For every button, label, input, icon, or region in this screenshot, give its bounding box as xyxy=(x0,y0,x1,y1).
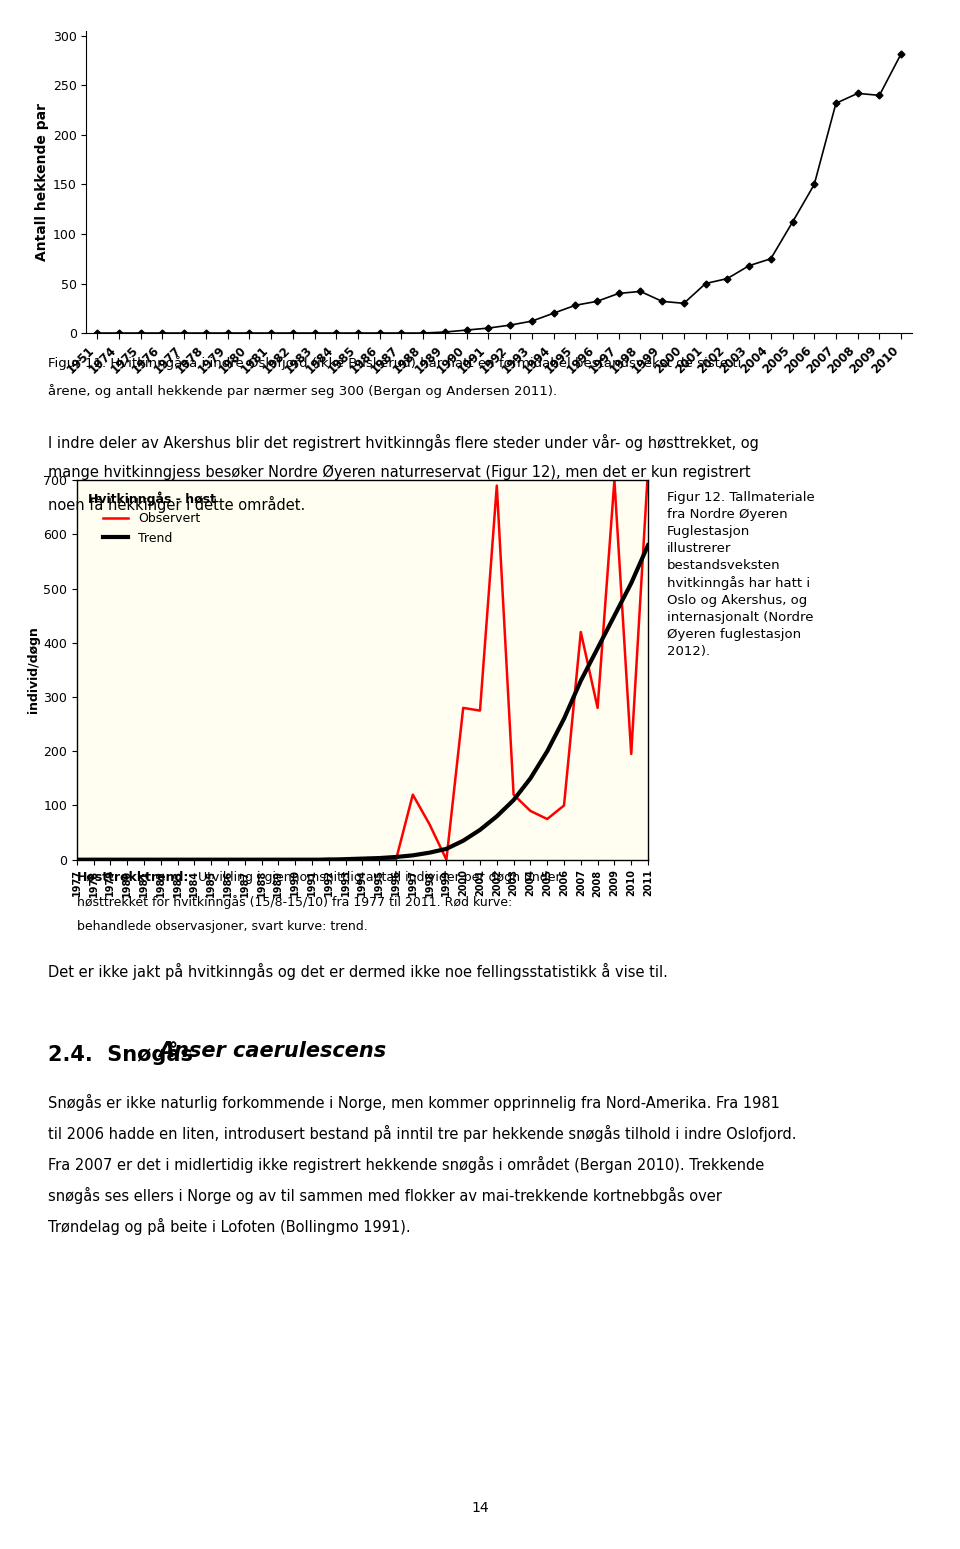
Observert xyxy=(407,785,419,804)
Line: Trend: Trend xyxy=(77,545,648,860)
Observert xyxy=(273,850,284,869)
Trend xyxy=(423,843,435,861)
Observert xyxy=(491,477,502,496)
Trend xyxy=(340,850,351,869)
Text: snøgås ses ellers i Norge og av til sammen med flokker av mai-trekkende kortnebb: snøgås ses ellers i Norge og av til samm… xyxy=(48,1187,722,1204)
Trend xyxy=(222,850,234,869)
Trend xyxy=(323,850,334,869)
Text: noen få hekkinger i dette området.: noen få hekkinger i dette området. xyxy=(48,496,305,513)
Observert xyxy=(87,850,99,869)
Trend xyxy=(541,742,553,761)
Observert xyxy=(340,850,351,869)
Observert xyxy=(423,815,435,833)
Trend xyxy=(255,850,267,869)
Observert xyxy=(591,699,603,717)
Trend xyxy=(625,575,636,593)
Trend xyxy=(289,850,300,869)
Trend xyxy=(71,850,83,869)
Observert xyxy=(71,850,83,869)
Observert xyxy=(559,796,570,815)
Observert xyxy=(121,850,132,869)
Text: Fra 2007 er det i midlertidig ikke registrert hekkende snøgås i området (Bergan : Fra 2007 er det i midlertidig ikke regis… xyxy=(48,1156,764,1173)
Observert xyxy=(508,785,519,804)
Trend xyxy=(189,850,201,869)
Trend xyxy=(508,790,519,809)
Text: Figur 12. Tallmateriale
fra Nordre Øyeren
Fuglestasjon
illustrerer
bestandsvekst: Figur 12. Tallmateriale fra Nordre Øyere… xyxy=(667,491,815,658)
Text: årene, og antall hekkende par nærmer seg 300 (Bergan og Andersen 2011).: årene, og antall hekkende par nærmer seg… xyxy=(48,384,557,398)
Observert xyxy=(357,850,369,869)
Trend xyxy=(591,638,603,657)
Observert xyxy=(457,699,468,717)
Text: Snøgås er ikke naturlig forkommende i Norge, men kommer opprinnelig fra Nord-Ame: Snøgås er ikke naturlig forkommende i No… xyxy=(48,1094,780,1111)
Trend xyxy=(273,850,284,869)
Trend xyxy=(474,821,486,840)
Trend xyxy=(121,850,132,869)
Observert xyxy=(441,850,452,869)
Trend xyxy=(87,850,99,869)
Observert xyxy=(474,702,486,720)
Trend xyxy=(172,850,183,869)
Legend: Observert, Trend: Observert, Trend xyxy=(84,486,221,550)
Trend xyxy=(491,807,502,826)
Trend xyxy=(138,850,150,869)
Observert xyxy=(189,850,201,869)
Observert xyxy=(155,850,166,869)
Text: Høsttrekktrend:: Høsttrekktrend: xyxy=(77,871,189,883)
Y-axis label: Antall hekkende par: Antall hekkende par xyxy=(35,102,49,262)
Observert xyxy=(222,850,234,869)
Observert xyxy=(642,460,654,479)
Observert xyxy=(105,850,116,869)
Observert xyxy=(525,802,537,821)
Observert xyxy=(255,850,267,869)
Trend xyxy=(609,606,620,624)
Trend xyxy=(390,847,401,866)
Observert xyxy=(306,850,318,869)
Observert xyxy=(541,810,553,829)
Observert xyxy=(625,745,636,764)
Text: behandlede observasjoner, svart kurve: trend.: behandlede observasjoner, svart kurve: t… xyxy=(77,920,368,932)
Observert xyxy=(239,850,251,869)
Text: I indre deler av Akershus blir det registrert hvitkinngås flere steder under vår: I indre deler av Akershus blir det regis… xyxy=(48,434,758,451)
Text: 2.4.  Snøgås: 2.4. Snøgås xyxy=(48,1041,200,1064)
Text: Anser caerulescens: Anser caerulescens xyxy=(158,1041,387,1061)
Text: høsttrekket for hvitkinngås (15/8-15/10) fra 1977 til 2011. Rød kurve:: høsttrekket for hvitkinngås (15/8-15/10)… xyxy=(77,895,512,909)
Observert xyxy=(289,850,300,869)
Trend xyxy=(575,672,587,691)
Observert xyxy=(323,849,334,867)
Observert xyxy=(138,850,150,869)
Trend xyxy=(205,850,217,869)
Text: til 2006 hadde en liten, introdusert bestand på inntil tre par hekkende snøgås t: til 2006 hadde en liten, introdusert bes… xyxy=(48,1125,797,1142)
Trend xyxy=(357,849,369,867)
Trend xyxy=(373,849,385,867)
Text: Figur 11. Hvitkinngåsa i indre Oslofjord (ikke Buskerud) har hatt en formidabel : Figur 11. Hvitkinngåsa i indre Oslofjord… xyxy=(48,356,741,370)
Text: Trøndelag og på beite i Lofoten (Bollingmo 1991).: Trøndelag og på beite i Lofoten (Bolling… xyxy=(48,1218,411,1235)
Trend xyxy=(155,850,166,869)
Observert xyxy=(390,850,401,869)
Trend xyxy=(441,840,452,858)
Trend xyxy=(559,709,570,728)
Trend xyxy=(239,850,251,869)
Observert xyxy=(172,850,183,869)
Y-axis label: individ/døgn: individ/døgn xyxy=(27,626,40,714)
Text: 14: 14 xyxy=(471,1501,489,1515)
Trend xyxy=(105,850,116,869)
Line: Observert: Observert xyxy=(77,469,648,860)
Observert xyxy=(205,850,217,869)
Observert xyxy=(609,471,620,489)
Trend xyxy=(457,832,468,850)
Trend xyxy=(525,770,537,787)
Text: Utvikling i gjennomsnittlig antall individer per døgn under: Utvikling i gjennomsnittlig antall indiv… xyxy=(194,871,561,883)
Observert xyxy=(373,850,385,869)
Trend xyxy=(642,536,654,555)
Observert xyxy=(575,623,587,641)
Trend xyxy=(306,850,318,869)
Text: mange hvitkinngjess besøker Nordre Øyeren naturreservat (Figur 12), men det er k: mange hvitkinngjess besøker Nordre Øyere… xyxy=(48,465,751,480)
Text: Det er ikke jakt på hvitkinngås og det er dermed ikke noe fellingsstatistikk å v: Det er ikke jakt på hvitkinngås og det e… xyxy=(48,963,668,981)
Trend xyxy=(407,846,419,864)
